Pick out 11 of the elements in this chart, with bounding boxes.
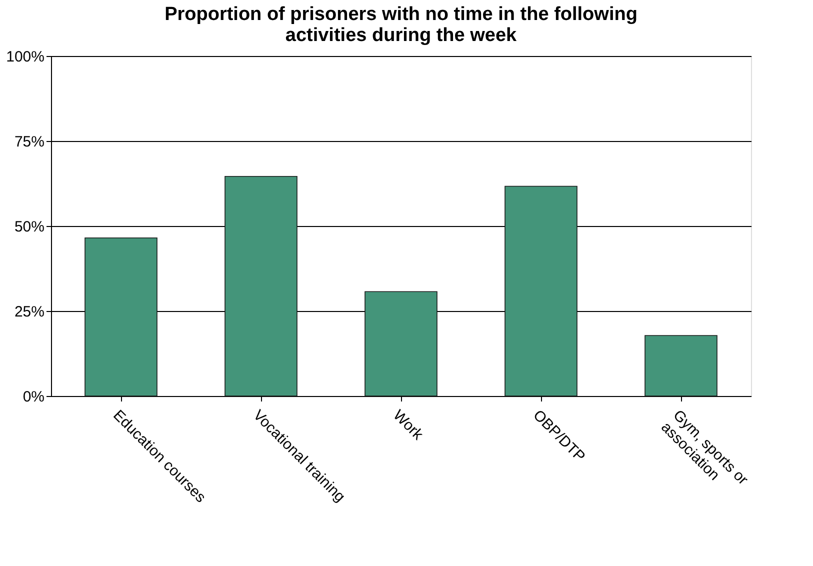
y-tick-label: 50%: [14, 218, 44, 236]
bar: [84, 238, 158, 396]
bar: [364, 291, 438, 396]
bar: [644, 335, 718, 396]
bar: [504, 186, 578, 396]
y-tick-label: 75%: [14, 134, 44, 150]
chart-title: Proportion of prisoners with no time in the following activities during the week: [164, 4, 638, 46]
bar: [224, 176, 298, 396]
y-tick-label: 0%: [22, 388, 44, 406]
y-tick-label: 25%: [14, 304, 44, 320]
y-tick-label: 100%: [6, 48, 44, 66]
